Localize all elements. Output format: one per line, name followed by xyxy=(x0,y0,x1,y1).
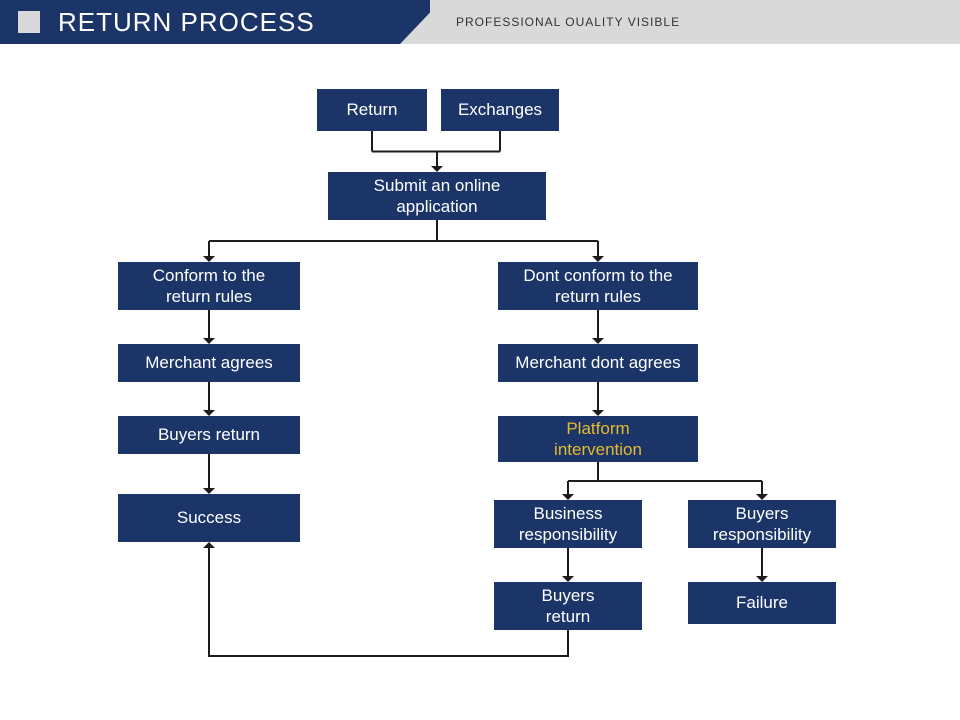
header-title: RETURN PROCESS xyxy=(58,7,315,38)
flow-node-conform: Conform to thereturn rules xyxy=(118,262,300,310)
flow-node-buyresp: Buyersresponsibility xyxy=(688,500,836,548)
header-subtitle: PROFESSIONAL OUALITY VISIBLE xyxy=(456,0,680,44)
flow-node-submit: Submit an onlineapplication xyxy=(328,172,546,220)
flow-node-exchanges: Exchanges xyxy=(441,89,559,131)
flow-node-failure: Failure xyxy=(688,582,836,624)
flow-node-magree: Merchant agrees xyxy=(118,344,300,382)
flow-node-breturnl: Buyers return xyxy=(118,416,300,454)
flowchart-canvas: Return Exchanges Submit an onlineapplicati… xyxy=(0,44,960,720)
flow-node-mnotagree: Merchant dont agrees xyxy=(498,344,698,382)
flow-node-breturnr: Buyersreturn xyxy=(494,582,642,630)
header-bar: RETURN PROCESS xyxy=(0,0,430,44)
flow-node-notconform: Dont conform to thereturn rules xyxy=(498,262,698,310)
page-header: RETURN PROCESS PROFESSIONAL OUALITY VISI… xyxy=(0,0,960,44)
header-square-icon xyxy=(18,11,40,33)
flow-node-platform: Platformintervention xyxy=(498,416,698,462)
flow-node-return: Return xyxy=(317,89,427,131)
header-divider-icon xyxy=(400,0,442,44)
flow-node-success: Success xyxy=(118,494,300,542)
flow-node-bizresp: Businessresponsibility xyxy=(494,500,642,548)
